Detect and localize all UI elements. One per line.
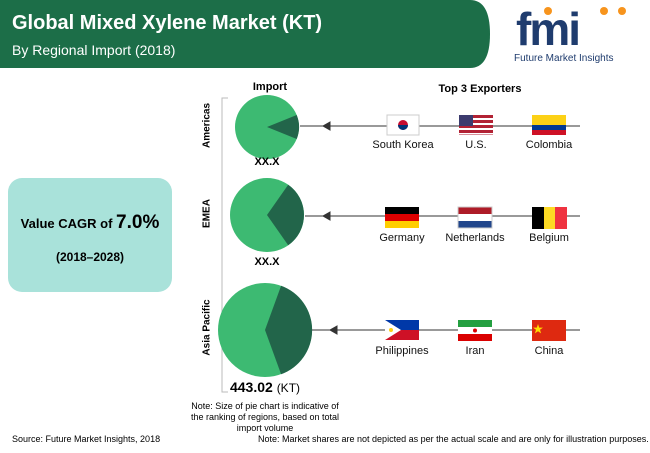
bracket (221, 97, 228, 393)
exporter: Colombia (525, 139, 573, 151)
exporter: China (534, 345, 564, 357)
exporter: U.S. (465, 139, 487, 151)
flags (385, 114, 567, 341)
exporter: Germany (379, 232, 425, 244)
exporter: Belgium (529, 232, 569, 244)
region-name: EMEA (201, 199, 213, 228)
import-value: 443.02 (KT) (200, 379, 330, 395)
cagr-value: 7.0% (116, 212, 160, 233)
import-header: Import (252, 81, 288, 93)
exporters-header: Top 3 Exporters (438, 83, 522, 95)
cagr-period: (2018–2028) (55, 250, 125, 264)
region-name: Americas (201, 102, 213, 149)
exporter: Iran (465, 345, 485, 357)
subtitle: By Regional Import (2018) (12, 42, 176, 58)
logo-mark: fmi (516, 3, 581, 55)
cagr-box (8, 178, 172, 292)
import-number: 443.02 (229, 379, 273, 395)
title: Global Mixed Xylene Market (KT) (12, 12, 323, 34)
pies (218, 95, 313, 377)
exporter: Netherlands (445, 232, 505, 244)
source: Source: Future Market Insights, 2018 (12, 434, 161, 444)
logo-dots (544, 7, 626, 15)
import-value: XX.X (254, 256, 280, 268)
region-name: Asia Pacific (201, 299, 213, 356)
disclaimer: Note: Market shares are not depicted as … (258, 434, 649, 444)
header-bar (0, 0, 490, 68)
cagr-line: Value CAGR of 7.0% (8, 212, 172, 234)
exporter: South Korea (372, 139, 434, 151)
import-unit: (KT) (276, 381, 301, 395)
import-value: XX.X (254, 156, 280, 168)
logo-name: Future Market Insights (514, 53, 614, 64)
pie-note: Note: Size of pie chart is indicative of… (190, 401, 340, 433)
cagr-prefix: Value CAGR of (20, 216, 113, 231)
exporter: Philippines (375, 345, 429, 357)
